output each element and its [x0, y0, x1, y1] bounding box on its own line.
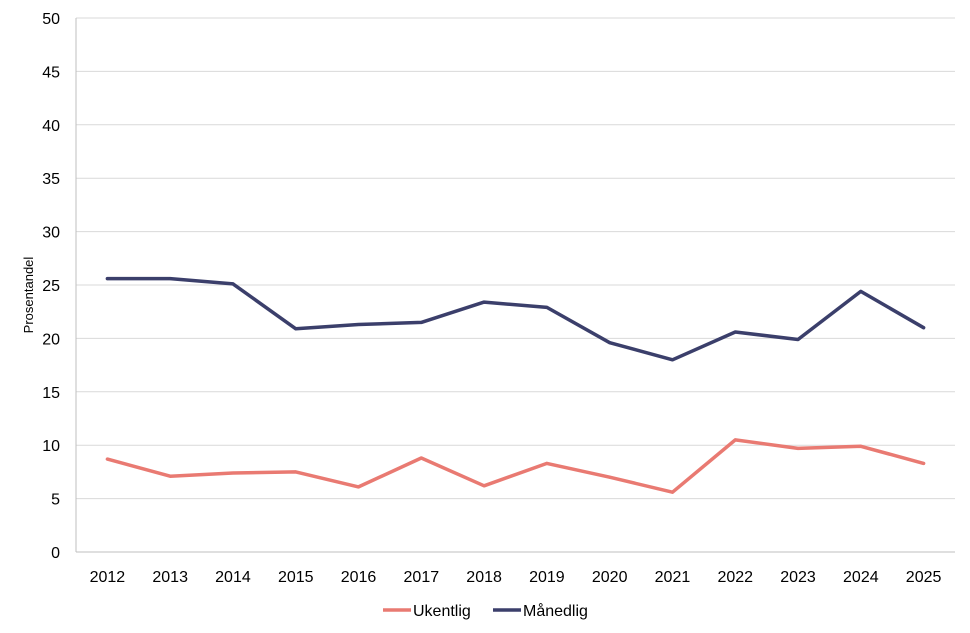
data-point — [796, 337, 800, 341]
data-point — [105, 457, 109, 461]
y-tick-label: 5 — [51, 492, 60, 509]
data-point — [231, 282, 235, 286]
x-tick-label: 2020 — [592, 569, 628, 586]
x-tick-label: 2012 — [90, 569, 126, 586]
data-point — [922, 461, 926, 465]
y-axis-ticks: 0 5 10 15 20 25 30 35 40 45 50 — [42, 11, 60, 562]
data-point — [859, 444, 863, 448]
x-tick-label: 2015 — [278, 569, 314, 586]
y-tick-label: 35 — [42, 171, 60, 188]
x-tick-label: 2023 — [780, 569, 816, 586]
legend-label: Ukentlig — [413, 603, 471, 620]
x-tick-label: 2019 — [529, 569, 565, 586]
data-point — [796, 446, 800, 450]
series-line-1 — [105, 438, 926, 494]
data-point — [294, 470, 298, 474]
data-point — [859, 289, 863, 293]
legend: Ukentlig Månedlig — [383, 602, 588, 620]
y-tick-label: 50 — [42, 11, 60, 28]
data-point — [733, 330, 737, 334]
data-point — [545, 305, 549, 309]
data-point — [733, 438, 737, 442]
data-point — [545, 461, 549, 465]
data-point — [168, 474, 172, 478]
series-line-2 — [105, 276, 926, 362]
data-point — [670, 358, 674, 362]
data-point — [608, 475, 612, 479]
data-point — [482, 300, 486, 304]
y-tick-label: 25 — [42, 278, 60, 295]
x-tick-label: 2022 — [717, 569, 753, 586]
series-lines — [105, 276, 926, 494]
data-point — [168, 277, 172, 281]
data-point — [482, 484, 486, 488]
y-axis-title: Prosentandel — [21, 257, 36, 334]
data-point — [922, 326, 926, 330]
data-point — [419, 456, 423, 460]
data-point — [357, 323, 361, 327]
x-axis-ticks: 2012 2013 2014 2015 2016 2017 2018 2019 2020 2021… — [90, 569, 942, 586]
data-point — [105, 277, 109, 281]
x-tick-label: 2025 — [906, 569, 942, 586]
y-tick-label: 0 — [51, 545, 60, 562]
y-tick-label: 45 — [42, 64, 60, 81]
y-tick-label: 30 — [42, 225, 60, 242]
x-tick-label: 2013 — [152, 569, 188, 586]
x-tick-label: 2017 — [404, 569, 440, 586]
y-tick-label: 10 — [42, 438, 60, 455]
data-point — [357, 485, 361, 489]
data-point — [670, 490, 674, 494]
x-tick-label: 2016 — [341, 569, 377, 586]
y-tick-label: 15 — [42, 385, 60, 402]
y-tick-label: 40 — [42, 118, 60, 135]
gridlines — [76, 17, 955, 500]
data-point — [294, 327, 298, 331]
data-point — [231, 471, 235, 475]
data-point — [608, 341, 612, 345]
x-tick-label: 2018 — [466, 569, 502, 586]
x-tick-label: 2024 — [843, 569, 879, 586]
legend-label: Månedlig — [523, 602, 588, 620]
x-tick-label: 2021 — [655, 569, 691, 586]
x-tick-label: 2014 — [215, 569, 251, 586]
data-point — [419, 320, 423, 324]
y-tick-label: 20 — [42, 331, 60, 348]
